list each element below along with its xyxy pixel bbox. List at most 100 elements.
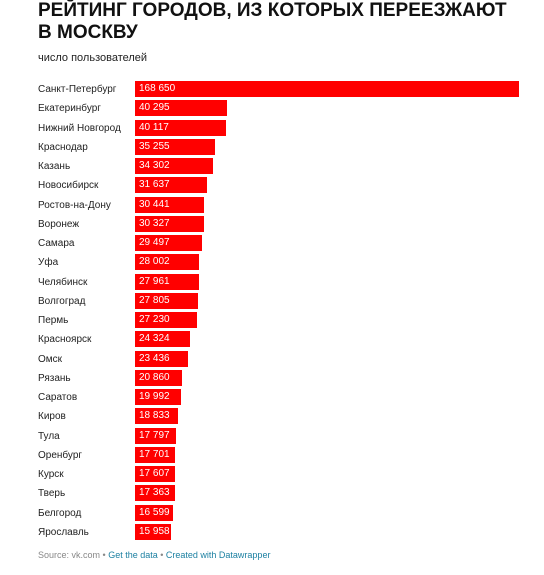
category-label: Ростов-на-Дону	[38, 199, 111, 211]
bar-row: Курск 17 607	[0, 465, 544, 484]
footer-separator: •	[100, 550, 109, 560]
value-label: 20 860	[139, 371, 170, 383]
bar	[135, 215, 204, 232]
value-label: 40 117	[139, 121, 169, 133]
chart-footer: Source: vk.com • Get the data • Created …	[38, 550, 270, 560]
value-label: 27 230	[139, 314, 170, 325]
bar	[135, 158, 213, 174]
category-label: Белгород	[38, 507, 82, 519]
category-label: Тверь	[38, 488, 66, 500]
value-label: 29 497	[139, 237, 170, 248]
bar-row: Ростов-на-Дону 30 441	[0, 196, 544, 215]
chart-subtitle: число пользователей	[38, 52, 148, 64]
datawrapper-link[interactable]: Created with Datawrapper	[165, 550, 271, 560]
bar-row: Воронеж 30 327	[0, 215, 544, 234]
bar-row: Уфа 28 002	[0, 253, 544, 272]
bar-row: Омск 23 436	[0, 350, 544, 369]
bar-row: Казань 34 302	[0, 157, 544, 176]
bar-row: Новосибирск 31 637	[0, 176, 544, 195]
bar	[135, 292, 198, 309]
category-label: Нижний Новгород	[38, 122, 121, 134]
bar	[135, 485, 175, 502]
bar-row: Пермь 27 230	[0, 311, 544, 330]
bar-row: Рязань 20 860	[0, 369, 544, 388]
category-label: Оренбург	[38, 449, 83, 461]
value-label: 15 958	[139, 525, 170, 537]
bar-row: Краснодар 35 255	[0, 138, 544, 157]
value-label: 31 637	[139, 179, 170, 191]
source-text: Source: vk.com	[38, 550, 101, 560]
category-label: Екатеринбург	[38, 103, 101, 115]
bar-row: Саратов 19 992	[0, 388, 544, 407]
category-label: Омск	[38, 353, 63, 365]
value-label: 19 992	[139, 391, 170, 402]
value-label: 27 961	[139, 275, 170, 287]
bar	[135, 427, 176, 444]
bar	[135, 100, 227, 117]
category-label: Новосибирск	[38, 180, 99, 192]
category-label: Тула	[38, 430, 60, 442]
value-label: 24 324	[139, 333, 170, 345]
bar	[135, 138, 215, 155]
bar	[135, 312, 197, 328]
bar-row: Челябинск 27 961	[0, 273, 544, 292]
bar-row: Тверь 17 363	[0, 484, 544, 503]
bar	[135, 523, 171, 540]
value-label: 35 255	[139, 140, 170, 152]
category-label: Пермь	[38, 315, 69, 326]
bar-row: Санкт-Петербург 168 650	[0, 80, 544, 99]
value-label: 23 436	[139, 352, 170, 364]
value-label: 17 363	[139, 487, 170, 499]
bar-row: Екатеринбург 40 295	[0, 99, 544, 118]
bar-row: Волгоград 27 805	[0, 292, 544, 311]
category-label: Рязань	[38, 372, 71, 384]
value-label: 28 002	[139, 256, 170, 268]
value-label: 30 441	[139, 198, 170, 210]
chart-title: РЕЙТИНГ ГОРОДОВ, ИЗ КОТОРЫХ ПЕРЕЕЗЖАЮТ В…	[38, 0, 507, 43]
value-label: 17 701	[139, 448, 170, 460]
category-label: Самара	[38, 238, 75, 249]
bar	[135, 273, 199, 290]
bar-row: Ярославль 15 958	[0, 523, 544, 542]
bar	[135, 369, 182, 386]
category-label: Саратов	[38, 392, 78, 403]
category-label: Курск	[38, 469, 64, 480]
bar	[135, 177, 207, 194]
category-label: Краснодар	[38, 141, 88, 153]
value-label: 16 599	[139, 506, 170, 518]
bar	[135, 350, 188, 367]
category-label: Ярославль	[38, 526, 89, 538]
bar-row: Белгород 16 599	[0, 504, 544, 523]
bar	[135, 408, 178, 425]
bar	[135, 446, 175, 463]
bar	[135, 235, 202, 251]
bar	[135, 196, 204, 213]
category-label: Красноярск	[38, 334, 92, 346]
bar	[135, 389, 181, 405]
bar-row: Тула 17 797	[0, 427, 544, 446]
bar	[135, 119, 226, 136]
value-label: 17 797	[139, 429, 170, 441]
bar-row: Киров 18 833	[0, 407, 544, 426]
value-label: 168 650	[139, 83, 176, 94]
bar-row: Самара 29 497	[0, 234, 544, 253]
bar-row: Оренбург 17 701	[0, 446, 544, 465]
value-label: 30 327	[139, 217, 170, 229]
bar-row: Красноярск 24 324	[0, 330, 544, 349]
get-data-link[interactable]: Get the data	[108, 550, 158, 560]
value-label: 40 295	[139, 102, 170, 114]
value-label: 34 302	[139, 160, 170, 171]
bar	[135, 504, 173, 521]
bar-row: Нижний Новгород 40 117	[0, 119, 544, 138]
category-label: Волгоград	[38, 295, 86, 307]
value-label: 27 805	[139, 294, 170, 306]
bar	[135, 81, 519, 97]
bar	[135, 254, 199, 271]
bar	[135, 466, 175, 482]
bar	[135, 331, 190, 348]
category-label: Уфа	[38, 257, 59, 269]
category-label: Воронеж	[38, 218, 80, 230]
value-label: 18 833	[139, 410, 170, 422]
footer-separator: •	[157, 550, 166, 560]
category-label: Киров	[38, 411, 66, 423]
